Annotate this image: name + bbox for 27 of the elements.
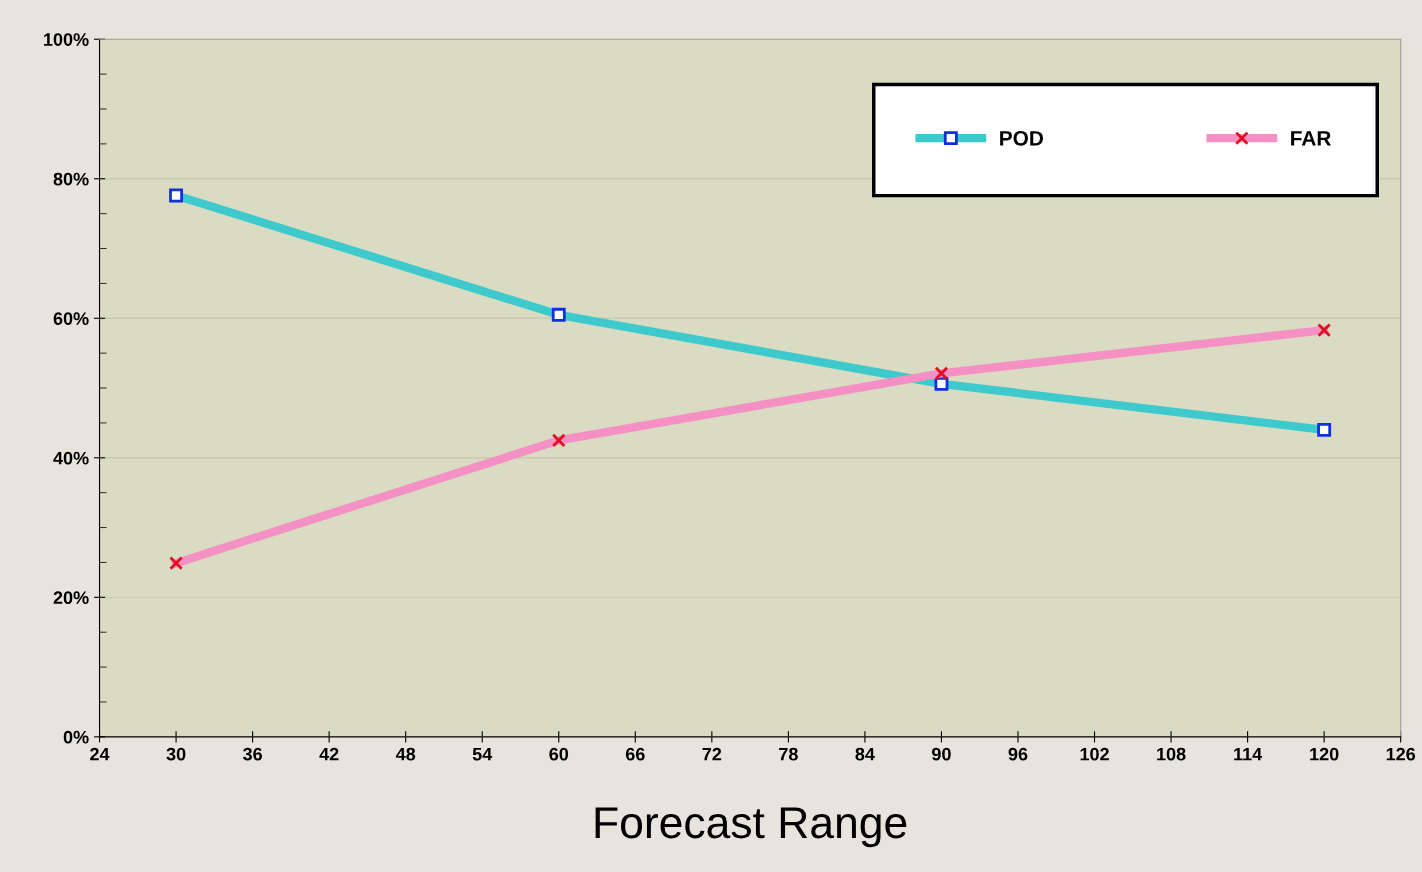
x-tick-label: 42 (319, 747, 339, 761)
y-tick-label: 0% (63, 730, 89, 744)
x-tick-label: 108 (1157, 747, 1186, 761)
x-tick-label: 30 (166, 747, 186, 761)
y-tick-label: 100% (44, 33, 89, 46)
x-tick-label: 114 (1234, 747, 1263, 761)
x-tick-label: 84 (855, 747, 875, 761)
x-tick-label: 60 (549, 747, 569, 761)
y-tick-label: 80% (53, 172, 89, 186)
x-tick-label: 96 (1008, 747, 1028, 761)
x-tick-label: 78 (779, 747, 798, 761)
y-tick-label: 20% (53, 591, 89, 605)
x-tick-label: 126 (1386, 747, 1416, 761)
y-tick-label: 40% (53, 451, 89, 465)
y-tick-label: 60% (53, 312, 89, 325)
legend-label: FAR (1291, 131, 1331, 146)
x-tick-label: 102 (1080, 747, 1109, 761)
x-tick-label: 48 (395, 747, 416, 761)
x-tick-label: 24 (90, 747, 110, 761)
legend-label: POD (1000, 130, 1044, 146)
x-tick-label: 66 (625, 747, 645, 761)
x-axis-title: Forecast Range (595, 807, 907, 848)
x-tick-label: 54 (472, 747, 493, 761)
x-tick-label: 36 (242, 747, 262, 761)
x-tick-label: 72 (702, 747, 722, 761)
x-tick-label: 120 (1310, 747, 1339, 761)
x-tick-label: 90 (932, 747, 951, 761)
